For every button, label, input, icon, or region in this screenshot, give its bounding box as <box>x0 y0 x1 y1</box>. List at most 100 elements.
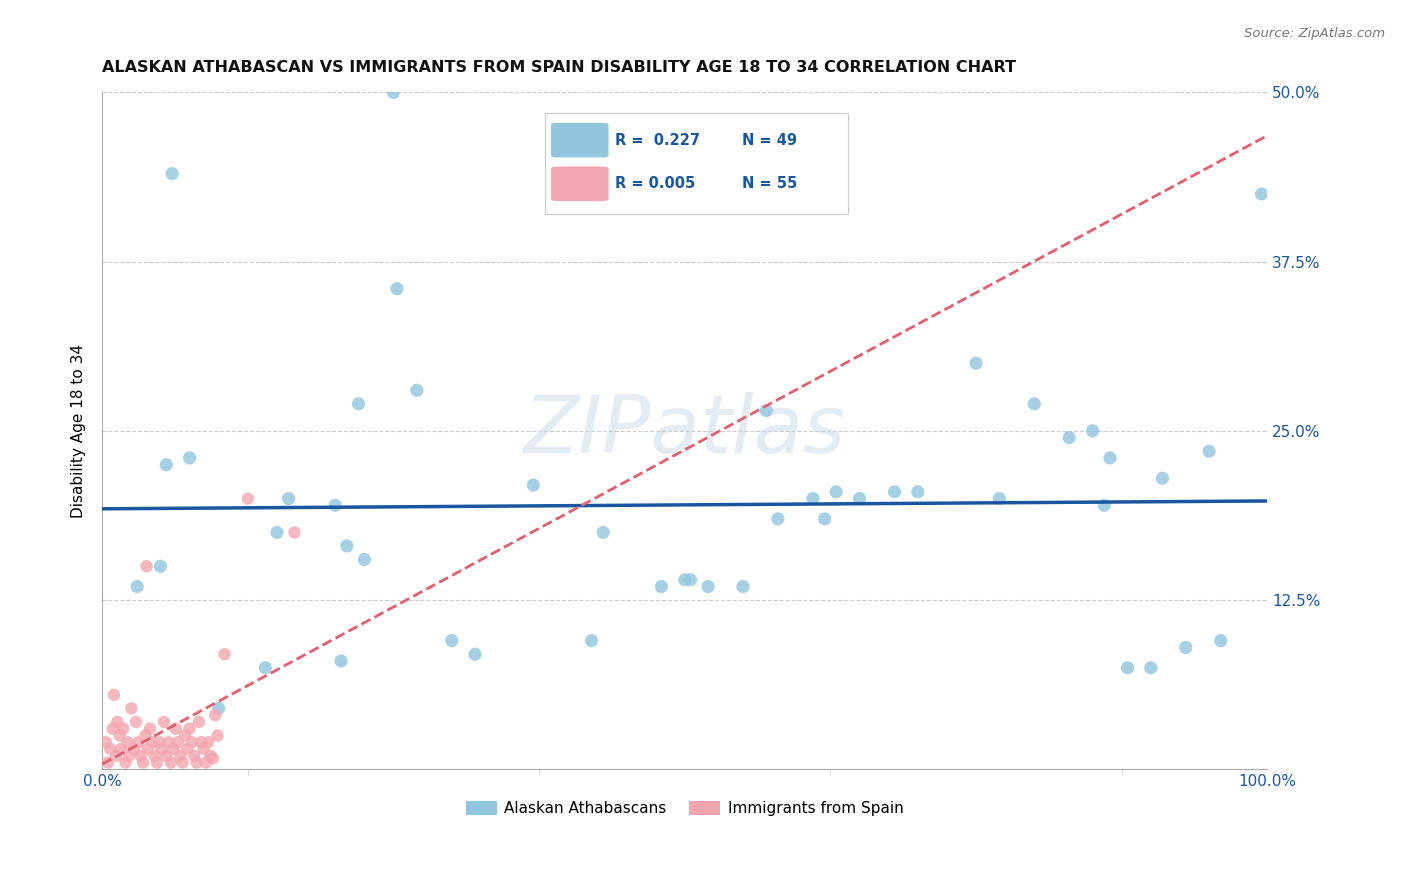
Point <box>114 756 136 770</box>
Point <box>153 714 176 729</box>
Point <box>190 735 212 749</box>
Point <box>965 356 987 370</box>
Point <box>336 539 359 553</box>
Point <box>1059 431 1081 445</box>
Point <box>157 735 180 749</box>
Point <box>200 748 222 763</box>
Point <box>97 756 120 770</box>
Point <box>1024 397 1046 411</box>
Point <box>755 403 778 417</box>
Point <box>1198 444 1220 458</box>
Point <box>464 647 486 661</box>
Point <box>110 742 132 756</box>
Point <box>848 491 870 506</box>
Point <box>129 748 152 763</box>
Point <box>907 484 929 499</box>
Point <box>697 580 720 594</box>
Point <box>148 735 170 749</box>
Point <box>179 722 201 736</box>
Point <box>214 647 236 661</box>
Point <box>187 714 209 729</box>
Point <box>120 701 142 715</box>
Text: Source: ZipAtlas.com: Source: ZipAtlas.com <box>1244 27 1385 40</box>
Point <box>165 722 187 736</box>
Point <box>1081 424 1104 438</box>
Y-axis label: Disability Age 18 to 34: Disability Age 18 to 34 <box>72 344 86 518</box>
Point <box>183 748 205 763</box>
Point <box>1116 661 1139 675</box>
Point <box>98 742 121 756</box>
Point <box>194 756 217 770</box>
Point <box>330 654 353 668</box>
Point <box>347 397 370 411</box>
Point <box>160 167 183 181</box>
Point <box>155 748 177 763</box>
Point <box>167 735 190 749</box>
Point <box>679 573 702 587</box>
Point <box>1209 633 1232 648</box>
Point <box>197 735 219 749</box>
Point <box>207 729 229 743</box>
Point <box>141 735 163 749</box>
Point <box>134 729 156 743</box>
Point <box>125 714 148 729</box>
Point <box>254 661 277 675</box>
Point <box>108 729 131 743</box>
Point <box>236 491 259 506</box>
Point <box>127 580 149 594</box>
Point <box>731 580 754 594</box>
Point <box>813 512 835 526</box>
Legend: Alaskan Athabascans, Immigrants from Spain: Alaskan Athabascans, Immigrants from Spa… <box>460 796 910 822</box>
Point <box>118 748 141 763</box>
Point <box>208 701 231 715</box>
Point <box>179 450 201 465</box>
Point <box>132 756 155 770</box>
Point <box>105 748 128 763</box>
Point <box>101 722 124 736</box>
Point <box>169 748 191 763</box>
Point <box>283 525 305 540</box>
Point <box>592 525 614 540</box>
Point <box>988 491 1011 506</box>
Point <box>160 756 183 770</box>
Point <box>382 86 405 100</box>
Point <box>139 722 162 736</box>
Point <box>193 742 215 756</box>
Point <box>1152 471 1174 485</box>
Point <box>103 688 125 702</box>
Point <box>174 729 197 743</box>
Point <box>149 559 172 574</box>
Point <box>112 722 135 736</box>
Point <box>522 478 544 492</box>
Point <box>1140 661 1163 675</box>
Point <box>266 525 288 540</box>
Point <box>1092 499 1115 513</box>
Point <box>1250 186 1272 201</box>
Point <box>143 748 166 763</box>
Point <box>172 756 194 770</box>
Point <box>176 742 198 756</box>
Point <box>150 742 173 756</box>
Point <box>155 458 177 472</box>
Point <box>353 552 375 566</box>
Point <box>581 633 603 648</box>
Point <box>117 735 139 749</box>
Point <box>136 742 159 756</box>
Point <box>105 714 128 729</box>
Point <box>405 384 427 398</box>
Point <box>186 756 208 770</box>
Point <box>277 491 299 506</box>
Point <box>201 751 224 765</box>
Point <box>323 499 346 513</box>
Point <box>135 559 157 574</box>
Point <box>883 484 905 499</box>
Point <box>825 484 848 499</box>
Point <box>204 708 226 723</box>
Text: ZIPatlas: ZIPatlas <box>523 392 846 470</box>
Point <box>801 491 824 506</box>
Point <box>94 735 117 749</box>
Point <box>385 282 408 296</box>
Point <box>162 742 184 756</box>
Point <box>122 742 145 756</box>
Point <box>650 580 672 594</box>
